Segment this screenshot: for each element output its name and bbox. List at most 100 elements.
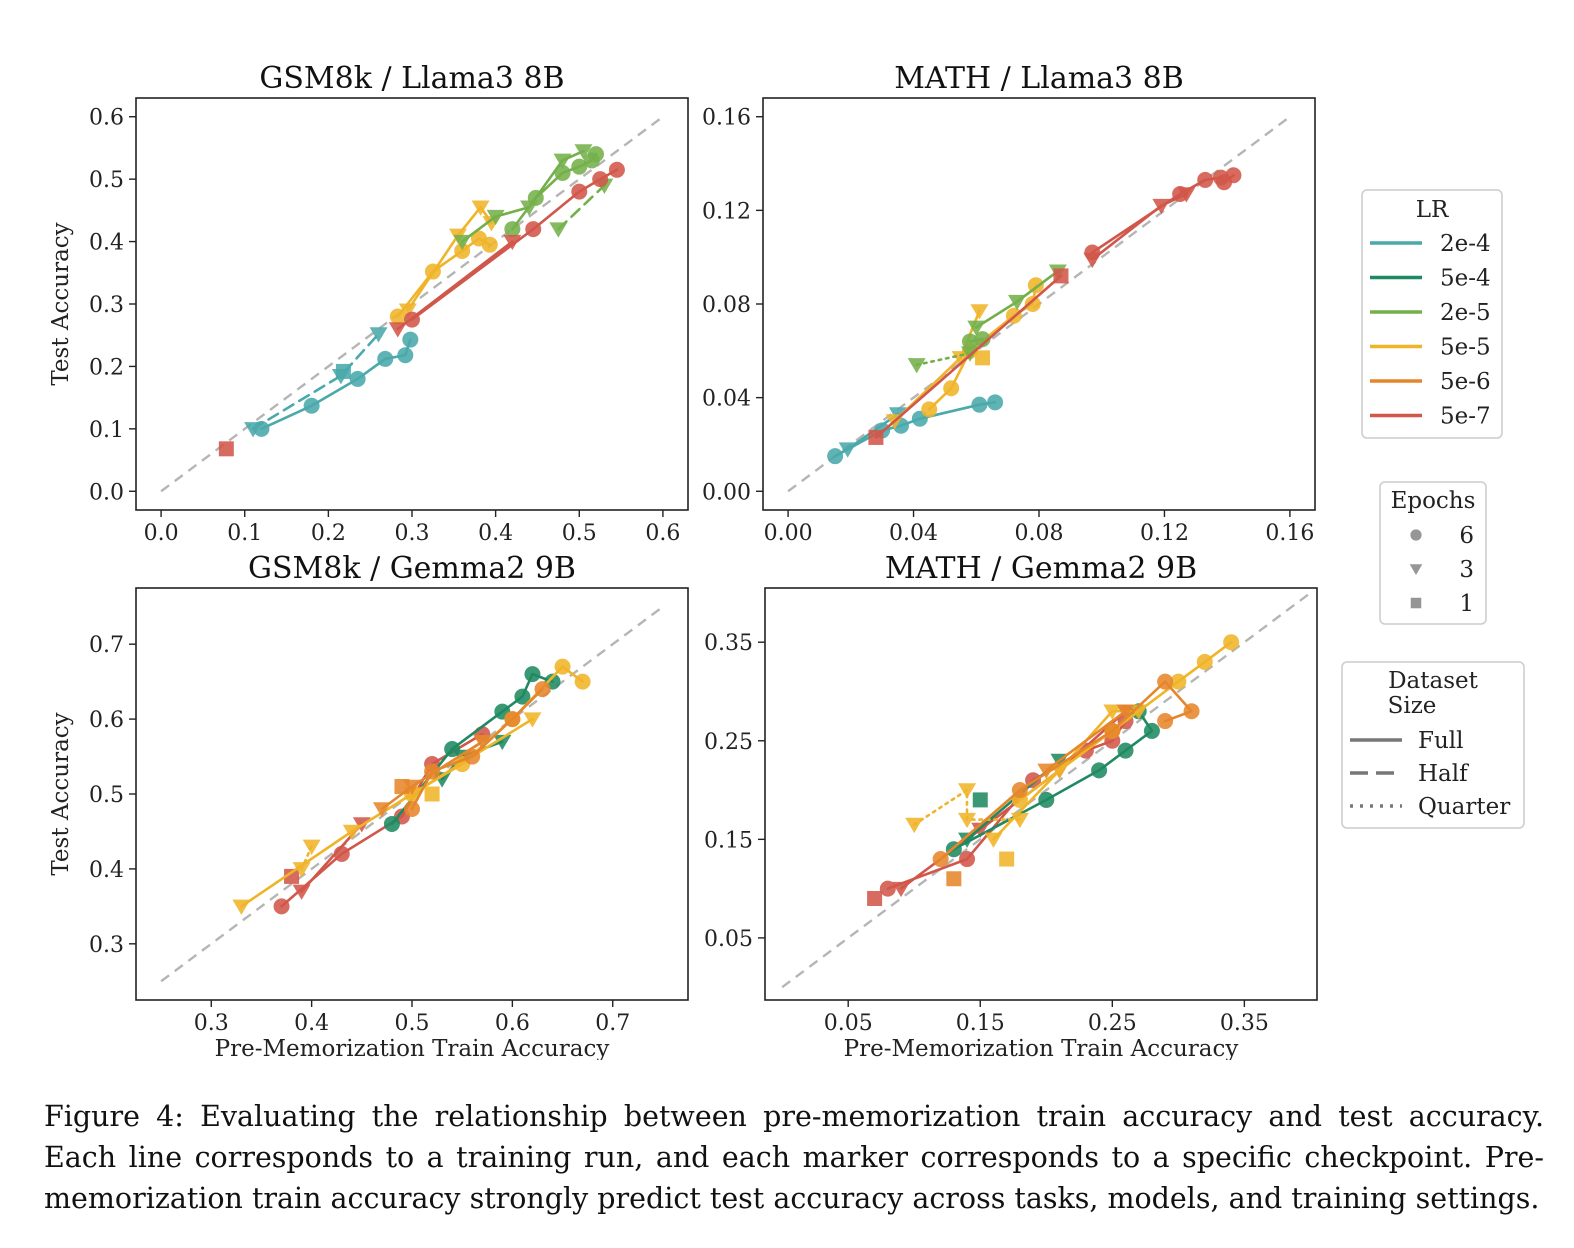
legend-size-label: Quarter bbox=[1418, 794, 1510, 820]
x-tick-label: 0.12 bbox=[1140, 521, 1189, 546]
data-point bbox=[1223, 634, 1240, 651]
legend-size-label: Half bbox=[1418, 761, 1469, 787]
data-point bbox=[1183, 703, 1200, 720]
data-point bbox=[951, 351, 970, 367]
data-point bbox=[1103, 704, 1122, 720]
data-point bbox=[999, 851, 1015, 867]
panel-math-llama3: MATH / Llama3 8B 0.00 0.04 0.08 0.12 0.16 0.00… bbox=[702, 61, 1316, 546]
data-point bbox=[608, 161, 625, 178]
series-line bbox=[1045, 709, 1127, 772]
series-lr-5e-7-epochs-1 bbox=[868, 268, 1069, 445]
data-point bbox=[867, 890, 883, 906]
panel-math-gemma2: MATH / Gemma2 9B 0.05 0.15 0.25 0.35 0.05 0.15… bbox=[704, 551, 1318, 1060]
data-point bbox=[1024, 296, 1041, 312]
series-lr-5e-6-epochs-6 bbox=[932, 673, 1200, 868]
data-point bbox=[503, 234, 522, 251]
data-point bbox=[958, 783, 977, 799]
series-lr-5e-5-epochs-3 bbox=[905, 783, 1029, 834]
legend-size-label: Full bbox=[1418, 728, 1463, 754]
data-point bbox=[1129, 704, 1148, 720]
x-tick-label: 0.0 bbox=[144, 521, 179, 546]
data-point bbox=[342, 824, 361, 841]
series-lr-5e-7-epochs-1 bbox=[867, 890, 883, 906]
data-point bbox=[218, 441, 234, 457]
data-point bbox=[504, 711, 521, 728]
legend-lr-label: 5e-6 bbox=[1440, 369, 1491, 395]
series-lr-5e-5-epochs-1 bbox=[975, 350, 991, 366]
series-lr-5e-7-epochs-3 bbox=[1083, 187, 1196, 269]
data-point bbox=[244, 422, 263, 438]
panel-title: GSM8k / Llama3 8B bbox=[259, 61, 564, 96]
data-point bbox=[588, 146, 604, 163]
y-axis-label: Test Accuracy bbox=[48, 712, 74, 875]
legend-epochs: Epochs 6 3 1 bbox=[1379, 481, 1487, 625]
data-point bbox=[1091, 762, 1108, 779]
y-tick-label: 0.5 bbox=[89, 168, 124, 193]
y-tick-label: 0.16 bbox=[702, 106, 751, 131]
data-point bbox=[1011, 782, 1028, 799]
y-axis-label: Test Accuracy bbox=[48, 222, 74, 385]
data-point bbox=[962, 333, 978, 350]
x-tick-label: 0.6 bbox=[645, 521, 680, 546]
y-tick-label: 0.04 bbox=[702, 387, 751, 412]
x-tick-label: 0.7 bbox=[595, 1011, 630, 1036]
legend-epochs-label: 1 bbox=[1459, 591, 1474, 617]
data-point bbox=[971, 396, 988, 413]
data-point bbox=[1177, 187, 1196, 203]
data-point bbox=[481, 236, 498, 253]
y-tick-label: 0.1 bbox=[89, 418, 124, 443]
x-axis-label: Pre-Memorization Train Accuracy bbox=[844, 1036, 1239, 1060]
data-point bbox=[349, 370, 366, 387]
data-point bbox=[1053, 268, 1069, 284]
data-point bbox=[975, 350, 991, 366]
data-point bbox=[1196, 653, 1213, 670]
legend-size-title-line1: Dataset bbox=[1388, 668, 1479, 694]
data-point bbox=[907, 358, 926, 374]
data-point bbox=[1225, 167, 1242, 184]
data-point bbox=[1117, 742, 1134, 759]
data-point bbox=[984, 832, 1003, 848]
series-lr-5e-5-epochs-1 bbox=[424, 786, 440, 802]
data-point bbox=[302, 839, 321, 855]
series-lr-5e-6-epochs-3 bbox=[1037, 704, 1135, 779]
data-point bbox=[592, 171, 609, 188]
series-lr-5e-7-epochs-1 bbox=[218, 441, 234, 457]
data-point bbox=[946, 871, 962, 887]
data-point bbox=[523, 712, 542, 728]
y-tick-label: 0.0 bbox=[89, 480, 124, 505]
data-point bbox=[892, 881, 911, 898]
data-point bbox=[1083, 252, 1102, 269]
series-line bbox=[874, 274, 1063, 439]
x-tick-label: 0.15 bbox=[956, 1011, 1005, 1036]
x-tick-label: 0.1 bbox=[227, 521, 262, 546]
figure-svg: GSM8k / Llama3 8B 0.0 0.1 0.2 0.3 0.4 0.5 0.6 0.… bbox=[48, 61, 1525, 1060]
series-line bbox=[406, 205, 493, 312]
series-lr-5e-6-epochs-1 bbox=[394, 779, 410, 795]
data-point bbox=[554, 164, 571, 181]
data-point bbox=[1197, 171, 1214, 188]
data-point bbox=[388, 322, 407, 338]
series-lr-5e-5-epochs-6 bbox=[921, 277, 1044, 418]
data-point bbox=[943, 380, 960, 397]
y-tick-label: 0.25 bbox=[704, 730, 753, 755]
data-point bbox=[932, 851, 949, 868]
data-point bbox=[473, 734, 492, 751]
y-tick-label: 0.7 bbox=[89, 633, 124, 658]
data-point bbox=[1010, 812, 1029, 829]
data-point bbox=[493, 734, 512, 751]
data-point bbox=[1152, 198, 1171, 215]
data-point bbox=[959, 851, 976, 868]
legend-lr-label: 2e-4 bbox=[1440, 231, 1491, 257]
x-tick-label: 0.3 bbox=[194, 1011, 229, 1036]
x-tick-label: 0.4 bbox=[294, 1011, 329, 1036]
legend-epochs-label: 6 bbox=[1459, 523, 1474, 549]
data-point bbox=[464, 748, 481, 765]
data-point bbox=[1143, 722, 1160, 739]
data-point bbox=[292, 884, 311, 900]
x-tick-label: 0.05 bbox=[824, 1011, 873, 1036]
series-lr-5e-6-epochs-1 bbox=[946, 871, 962, 887]
x-tick-label: 0.25 bbox=[1088, 1011, 1137, 1036]
data-point bbox=[1037, 763, 1056, 779]
data-point bbox=[398, 303, 417, 319]
legend-epochs-marker bbox=[1410, 597, 1422, 609]
